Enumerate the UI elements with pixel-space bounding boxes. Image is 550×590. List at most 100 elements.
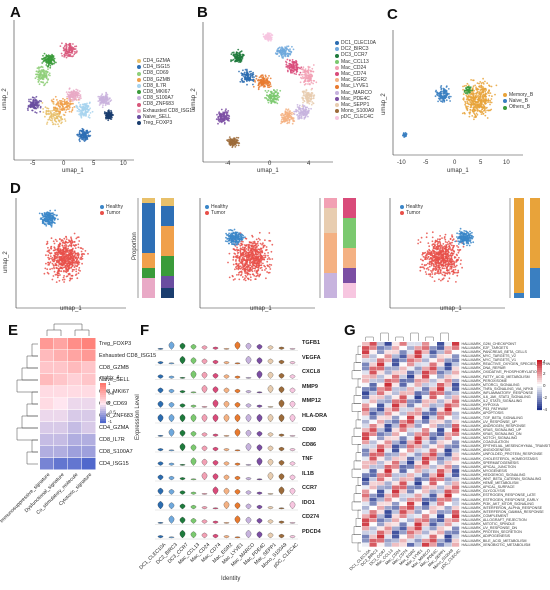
gene-label: CXCL8 [302,369,320,375]
heatmap-cell [362,531,369,535]
heatmap-cell [437,494,444,498]
heatmap-cell [445,518,452,522]
heatmap-cell [370,416,377,420]
heatmap-cell [40,362,54,374]
heatmap-cell [437,506,444,510]
violin-VEGFA [279,360,284,364]
heatmap-cell [445,506,452,510]
legend-swatch [335,54,339,58]
violin-IDO1 [202,506,207,509]
heatmap-cell [362,514,369,518]
heatmap-cell [452,383,459,387]
heatmap-cell [452,506,459,510]
heatmap-cell [430,358,437,362]
heatmap-cell [407,367,414,371]
heatmap-cell [452,522,459,526]
heatmap-cell [362,363,369,367]
violin-IL1B [235,476,240,480]
heatmap-cell [392,371,399,375]
heatmap-cell [445,440,452,444]
heatmap-cell [452,490,459,494]
heatmap-cell [452,481,459,485]
heatmap-cell [407,481,414,485]
heatmap-cell [400,346,407,350]
heatmap-cell [452,354,459,358]
legend-swatch [503,93,507,97]
heatmap-cell [430,432,437,436]
heatmap-cell [377,539,384,543]
violin-TGFB1 [224,348,229,349]
heatmap-cell [385,375,392,379]
heatmap-cell [415,420,422,424]
violin-PDCD4 [279,534,284,538]
heatmap-cell [392,457,399,461]
heatmap-cell [362,522,369,526]
heatmap-cell [422,490,429,494]
heatmap-cell [407,506,414,510]
heatmap-cell [422,391,429,395]
heatmap-cell [437,387,444,391]
x-tick-a-0: -5 [30,161,35,167]
violin-TNF [191,458,196,466]
x-tick-b-1: 0 [268,161,271,167]
heatmap-cell [422,535,429,539]
heatmap-cell [445,358,452,362]
heatmap-cell [362,350,369,354]
heatmap-cell [407,473,414,477]
heatmap-cell [377,363,384,367]
heatmap-cell [385,481,392,485]
heatmap-cell [82,458,96,470]
heatmap-cell [407,371,414,375]
heatmap-cell [370,502,377,506]
cluster-DC3_CCR7 [230,49,245,63]
x-tick-c-4: 10 [503,160,510,166]
heatmap-cell [422,404,429,408]
heatmap-cell [407,445,414,449]
x-tick-c-0: -10 [397,160,406,166]
heatmap-cell [422,436,429,440]
heatmap-cell [407,416,414,420]
heatmap-cell [385,477,392,481]
heatmap-cell [377,391,384,395]
heatmap-cell [377,371,384,375]
violin-CD86 [169,450,174,451]
violin-VEGFA [202,359,207,364]
heatmap-cell [400,498,407,502]
heatmap-cell [452,391,459,395]
violin-CD274 [268,520,273,524]
heatmap-cell [445,543,452,547]
heatmap-cell [445,473,452,477]
heatmap-cell [452,469,459,473]
heatmap-cell [430,543,437,547]
heatmap-cell [407,494,414,498]
violin-CXCL8 [158,375,163,379]
violin-TNF [169,463,174,466]
heatmap-cell [430,453,437,457]
gene-label: CD86 [302,442,316,448]
heatmap-cell [370,404,377,408]
heatmap-cell [370,346,377,350]
x-axis-label-f: Identity [221,576,240,582]
heatmap-cell [82,350,96,362]
heatmap-cell [445,350,452,354]
heatmap-cell [415,506,422,510]
heatmap-cell [445,514,452,518]
heatmap-cell [400,481,407,485]
heatmap-cell [452,371,459,375]
colorbar-tick: -0.5 [108,410,116,415]
violin-TNF [268,459,273,466]
heatmap-cell [400,387,407,391]
heatmap-cell [385,465,392,469]
colorbar-step [537,382,542,384]
legend-swatch [335,78,339,82]
heatmap-cell [437,404,444,408]
violin-TNF [235,463,240,466]
heatmap-cell [452,535,459,539]
bar-segment [343,248,356,268]
heatmap-cell [54,434,68,446]
heatmap-cell [407,383,414,387]
heatmap-cell [392,518,399,522]
heatmap-cell [68,350,82,362]
violin-IL1B [224,475,229,480]
heatmap-cell [437,346,444,350]
